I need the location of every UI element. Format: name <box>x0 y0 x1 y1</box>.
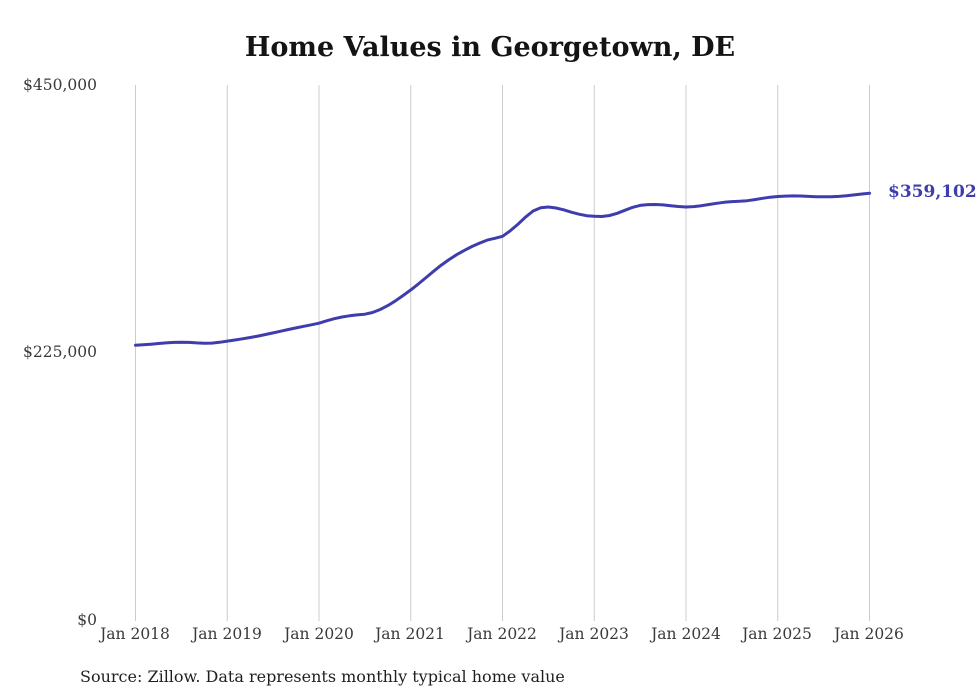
x-tick-jan-2026: Jan 2026 <box>834 625 904 643</box>
x-tick-jan-2025: Jan 2025 <box>742 625 812 643</box>
x-tick-jan-2021: Jan 2021 <box>375 625 445 643</box>
x-tick-jan-2022: Jan 2022 <box>467 625 537 643</box>
x-tick-jan-2020: Jan 2020 <box>284 625 354 643</box>
y-tick-225000: $225,000 <box>23 343 97 361</box>
end-value-label: $359,102 <box>888 182 977 202</box>
y-tick-0: $0 <box>77 611 97 629</box>
x-tick-jan-2023: Jan 2023 <box>559 625 629 643</box>
x-tick-jan-2018: Jan 2018 <box>100 625 170 643</box>
x-tick-jan-2019: Jan 2019 <box>192 625 262 643</box>
source-text: Source: Zillow. Data represents monthly … <box>80 667 565 686</box>
y-tick-450000: $450,000 <box>23 76 97 94</box>
chart-title: Home Values in Georgetown, DE <box>244 32 736 63</box>
x-tick-jan-2024: Jan 2024 <box>651 625 721 643</box>
